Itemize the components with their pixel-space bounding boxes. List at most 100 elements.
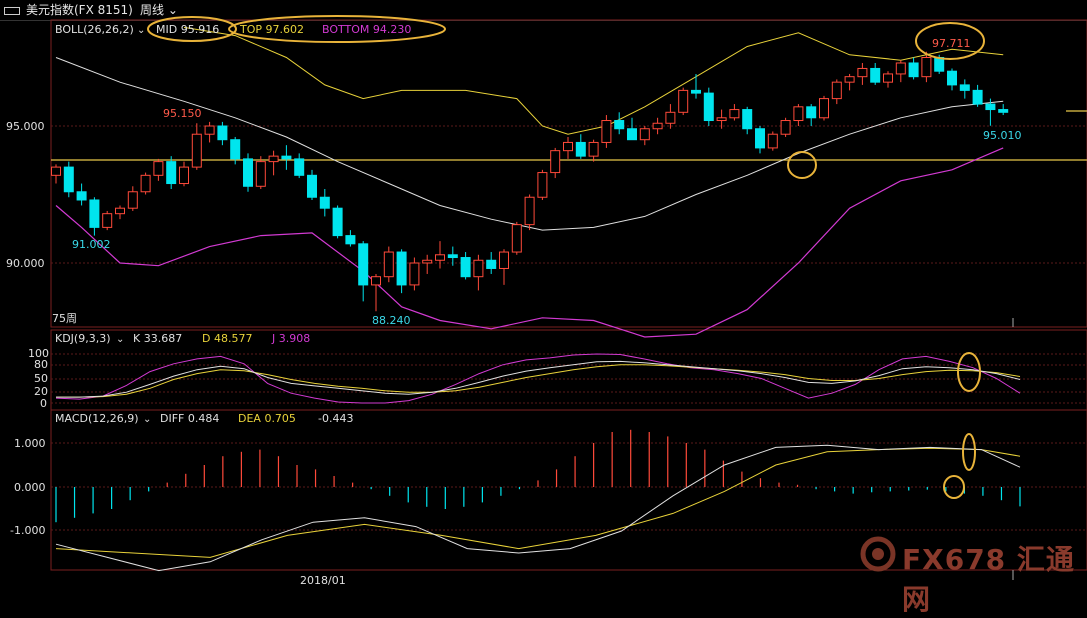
candle-body [844, 76, 855, 83]
boll-bottom-value: BOTTOM 94.230 [322, 23, 411, 36]
x-axis-label: 2018/01 [300, 574, 346, 587]
boll-mid-line [55, 57, 1004, 231]
macd-indicator-label[interactable]: MACD(12,26,9) [55, 412, 139, 425]
boll-top-line [183, 26, 1004, 135]
fx678-logo-icon [860, 536, 896, 572]
candle-body [678, 89, 689, 113]
candle-body [179, 166, 189, 185]
candle-body [447, 254, 458, 259]
candle-body [857, 67, 868, 78]
candle-body [524, 196, 535, 226]
boll-indicator-label[interactable]: BOLL(26,26,2) [55, 23, 134, 36]
kdj-tick-20: 20 [34, 385, 48, 398]
candle-body [243, 158, 253, 187]
kdj-tick-0: 0 [40, 397, 47, 410]
macd-tick-0: 0.000 [14, 481, 46, 494]
kdj-indicator-label[interactable]: KDJ(9,3,3) [55, 332, 111, 345]
candle-body [703, 92, 714, 122]
annotation-ellipse-top-bottom [228, 15, 446, 43]
candle-body [396, 251, 407, 286]
kdj-tick-100: 100 [28, 347, 49, 360]
candle-body [153, 161, 164, 176]
candle-body [76, 191, 87, 201]
candle-body [499, 251, 509, 269]
candle-body [563, 141, 573, 152]
candle-body [870, 67, 881, 83]
candle-body [115, 207, 125, 215]
candle-body [383, 251, 394, 278]
candle-body [652, 122, 663, 130]
kdj-tick-50: 50 [34, 372, 48, 385]
macd-diff-line [55, 444, 1021, 572]
candle-body [985, 103, 996, 111]
candle-body [806, 106, 817, 119]
annotation-ellipse-kdj [957, 352, 981, 392]
candle-body [473, 259, 484, 278]
chart-canvas[interactable]: 95.000 90.000 100 80 50 20 0 1.000 0.000… [0, 0, 1087, 589]
candle-body [691, 89, 701, 94]
candle-body [883, 73, 893, 83]
boll-settings-chevron-icon[interactable]: ⌄ [137, 25, 145, 36]
candle-body [908, 62, 919, 78]
candle-body [307, 174, 317, 198]
candle-body [601, 120, 612, 143]
last-low-label-95010: 95.010 [983, 129, 1022, 142]
kdj-j-value: J 3.908 [271, 332, 310, 345]
candle-body [575, 141, 586, 157]
kdj-tick-80: 80 [34, 358, 48, 371]
macd-histogram-value: -0.443 [318, 412, 353, 425]
candle-body [358, 243, 369, 286]
candle-body [588, 141, 599, 157]
candle-body [140, 174, 151, 193]
instrument-name: 美元指数(FX 8151) [26, 3, 133, 17]
low-label-88240: 88.240 [372, 314, 411, 327]
candle-body [230, 139, 241, 160]
candle-body [550, 150, 561, 174]
candle-body [409, 262, 420, 286]
macd-settings-chevron-icon[interactable]: ⌄ [143, 414, 151, 425]
candle-body [89, 199, 100, 228]
annotation-ellipse-high [915, 22, 985, 60]
candle-body [460, 257, 471, 278]
chevron-down-icon: ⌄ [167, 3, 178, 17]
boll-mid-value: MID 95.916 [156, 23, 219, 36]
candle-body [998, 109, 1009, 113]
bar-count-label: 75周 [52, 312, 77, 325]
kdj-j-line [55, 353, 1021, 404]
candle-body [345, 235, 356, 245]
candle-body [102, 213, 113, 228]
candle-body [435, 254, 445, 261]
kdj-lines [55, 353, 1021, 404]
candle-body [831, 81, 842, 100]
candle-body [755, 128, 765, 149]
kdj-settings-chevron-icon[interactable]: ⌄ [116, 334, 124, 345]
candle-body [422, 259, 433, 264]
candle-body [742, 109, 753, 130]
candle-body [127, 191, 138, 209]
boll-lines [55, 26, 1004, 338]
watermark-text: FX678 汇通网 [902, 543, 1075, 616]
candle-body [614, 120, 625, 130]
candle-body [486, 259, 497, 269]
candle-body [281, 155, 292, 160]
candle-body [166, 161, 177, 185]
kdj-k-line [56, 360, 1021, 398]
candle-body [972, 89, 983, 105]
macd-panel-frame [50, 409, 1087, 571]
candle-body [780, 120, 791, 135]
candle-body [921, 57, 932, 78]
period-selector[interactable]: 周线 ⌄ [140, 0, 178, 20]
low-label-91002: 91.002 [72, 238, 111, 251]
candle-body [319, 196, 330, 209]
period-label: 周线 [140, 3, 165, 17]
macd-dea-value: DEA 0.705 [238, 412, 296, 425]
annotation-ellipse-macd [962, 433, 976, 471]
macd-tick-1: 1.000 [14, 437, 46, 450]
high-label-95150: 95.150 [163, 107, 202, 120]
window-menu-icon[interactable] [4, 7, 20, 15]
candle-body [255, 161, 266, 187]
candle-body [371, 276, 381, 286]
candle-body [767, 133, 778, 149]
candle-body [716, 117, 727, 122]
candle-body [537, 172, 548, 198]
